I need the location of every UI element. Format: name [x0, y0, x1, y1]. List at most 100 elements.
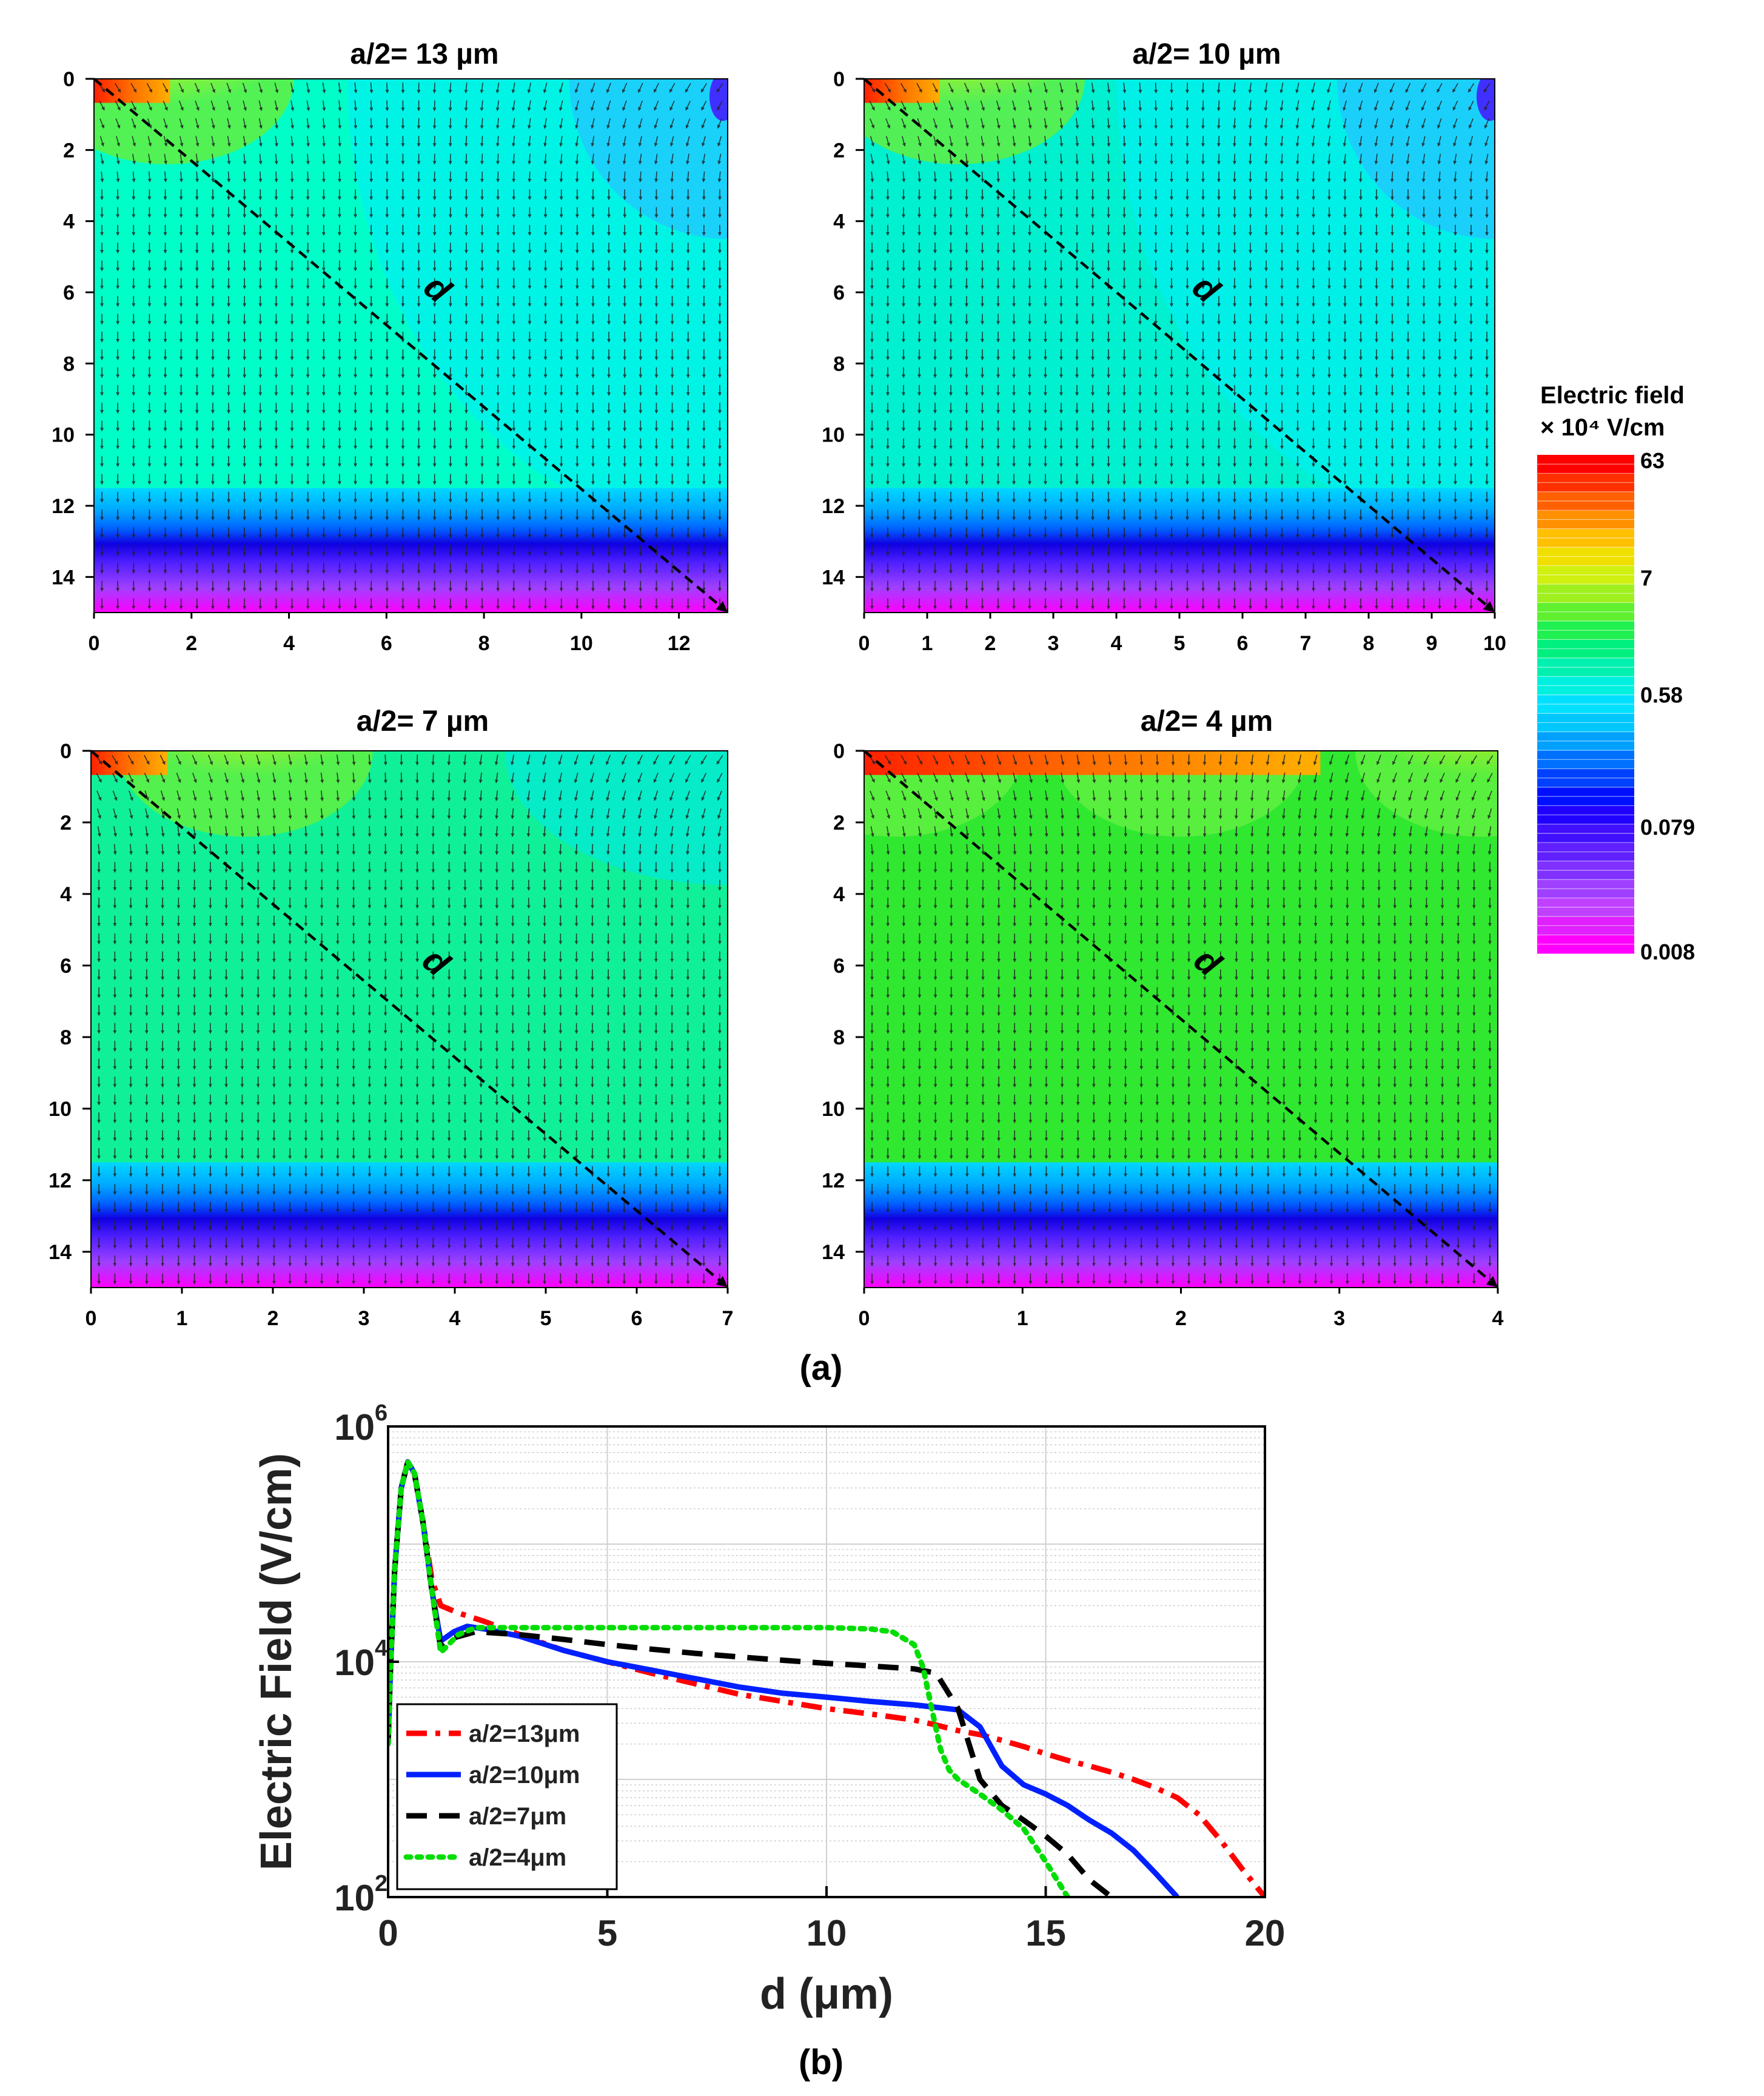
y-tick-label: 8 — [833, 1026, 845, 1049]
y-tick-label: 10 — [334, 1878, 375, 1918]
contact-band — [91, 751, 167, 775]
x-tick-label: 10 — [807, 1913, 847, 1953]
y-tick-exponent: 6 — [375, 1400, 387, 1426]
legend: a/2=13μm a/2=10μm a/2=7μm a/2=4μm — [396, 1703, 618, 1890]
y-tick-label: 0 — [63, 68, 75, 91]
legend-label: a/2=10μm — [469, 1762, 580, 1789]
path-d-line — [93, 78, 728, 613]
contact-band — [864, 751, 1321, 775]
colorbar-tick-label: 63 — [1640, 448, 1665, 473]
x-tick-label: 15 — [1025, 1913, 1066, 1953]
y-tick-label: 2 — [60, 811, 72, 835]
caption-a: (a) — [800, 1348, 843, 1388]
x-tick-label: 8 — [1363, 632, 1375, 655]
arrow-field — [868, 82, 1491, 610]
y-tick-label: 6 — [833, 955, 845, 978]
y-tick-label: 2 — [833, 139, 845, 162]
panel-title: a/2= 7 µm — [357, 705, 489, 737]
x-tick-label: 6 — [631, 1307, 643, 1330]
panel-title: a/2= 13 µm — [350, 38, 498, 70]
y-axis-label: Electric Field (V/cm) — [252, 1453, 301, 1870]
x-tick-label: 0 — [86, 1307, 97, 1330]
x-tick-label: 5 — [1174, 632, 1186, 655]
colorbar-tick-label: 0.079 — [1640, 815, 1695, 839]
y-tick-label: 4 — [60, 883, 72, 906]
path-d-line — [863, 750, 1498, 1288]
y-tick-label: 0 — [833, 68, 845, 91]
path-d-line — [863, 78, 1495, 613]
y-tick-label: 14 — [49, 1241, 72, 1264]
x-tick-label: 9 — [1426, 632, 1438, 655]
contact-band — [864, 79, 940, 103]
x-tick-label: 20 — [1245, 1913, 1286, 1953]
y-tick-label: 0 — [833, 740, 845, 763]
x-tick-label: 7 — [1300, 632, 1312, 655]
panel-frame — [93, 78, 728, 613]
x-tick-label: 4 — [283, 632, 295, 655]
y-tick-label: 6 — [60, 955, 72, 978]
y-tick-label: 10 — [822, 1098, 845, 1121]
y-tick-label: 10 — [334, 1407, 375, 1448]
y-tick-label: 8 — [833, 352, 845, 375]
x-tick-label: 8 — [478, 632, 490, 655]
x-tick-label: 4 — [1111, 632, 1122, 655]
field-min-spot — [709, 79, 728, 121]
contour-field — [864, 751, 1498, 1288]
x-tick-label: 6 — [1237, 632, 1249, 655]
x-tick-label: 0 — [859, 632, 870, 655]
panel-title: a/2= 10 µm — [1132, 38, 1281, 70]
x-tick-label: 2 — [985, 632, 996, 655]
series-line-3 — [388, 1459, 1113, 1897]
x-tick-label: 10 — [1483, 632, 1506, 655]
y-tick-label: 12 — [822, 495, 845, 518]
y-tick-label: 4 — [833, 210, 845, 233]
y-tick-label: 2 — [833, 811, 845, 835]
y-tick-label: 12 — [822, 1169, 845, 1192]
x-tick-label: 0 — [378, 1913, 398, 1953]
legend-label: a/2=13μm — [469, 1721, 580, 1747]
y-tick-label: 12 — [52, 495, 75, 518]
y-tick-label: 8 — [63, 352, 75, 375]
arrow-field — [868, 754, 1494, 1285]
x-tick-label: 1 — [922, 632, 933, 655]
x-tick-label: 3 — [1048, 632, 1059, 655]
y-tick-label: 10 — [49, 1098, 72, 1121]
y-tick-label: 14 — [52, 566, 75, 589]
x-tick-label: 3 — [1333, 1307, 1345, 1330]
field-min-spot — [1477, 79, 1495, 121]
x-tick-label: 2 — [267, 1307, 279, 1330]
y-tick-exponent: 4 — [375, 1636, 387, 1661]
path-d-line — [90, 750, 728, 1288]
y-tick-exponent: 2 — [375, 1871, 387, 1896]
y-tick-label: 2 — [63, 139, 75, 162]
colorbar-title-line2: × 10⁴ V/cm — [1540, 414, 1665, 441]
arrow-field — [98, 82, 723, 610]
contact-band — [94, 79, 170, 103]
x-tick-label: 7 — [722, 1307, 734, 1330]
depletion-band — [864, 488, 1495, 613]
y-tick-label: 4 — [833, 883, 845, 906]
y-tick-label: 6 — [833, 281, 845, 304]
caption-b: (b) — [799, 2043, 843, 2082]
depletion-band — [94, 488, 728, 613]
series-group — [388, 1459, 1265, 1897]
x-tick-label: 2 — [1175, 1307, 1187, 1330]
legend-label: a/2=4μm — [469, 1844, 566, 1871]
x-tick-label: 5 — [597, 1913, 617, 1953]
y-tick-label: 12 — [49, 1169, 72, 1192]
arrow-field — [95, 754, 723, 1285]
legend-label: a/2=7μm — [469, 1803, 566, 1830]
x-tick-label: 1 — [1017, 1307, 1028, 1330]
colorbar-title-line1: Electric field — [1540, 382, 1685, 409]
y-tick-label: 14 — [822, 566, 845, 589]
y-tick-label: 10 — [822, 424, 845, 447]
x-tick-label: 4 — [1492, 1307, 1504, 1330]
y-tick-label: 14 — [822, 1241, 845, 1264]
